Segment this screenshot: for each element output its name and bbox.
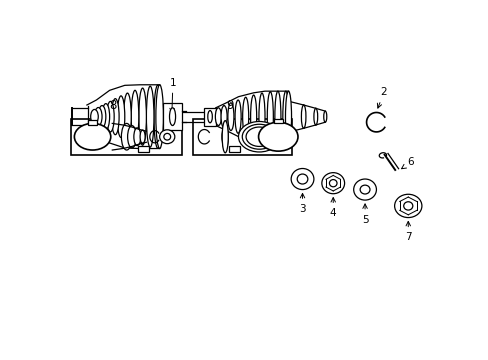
Bar (138, 146, 149, 152)
Ellipse shape (235, 100, 241, 133)
Ellipse shape (359, 185, 369, 194)
Circle shape (242, 124, 276, 149)
Ellipse shape (259, 93, 264, 140)
Text: 3: 3 (299, 193, 305, 214)
Ellipse shape (313, 108, 317, 125)
Ellipse shape (207, 111, 212, 123)
Ellipse shape (215, 108, 221, 126)
Text: 8: 8 (109, 99, 117, 112)
Bar (70, 120, 182, 156)
Circle shape (74, 123, 111, 150)
Text: 1: 1 (169, 77, 176, 113)
Bar (228, 146, 240, 152)
Ellipse shape (222, 124, 228, 149)
Text: 2: 2 (377, 87, 386, 108)
Ellipse shape (353, 179, 376, 200)
Ellipse shape (111, 99, 119, 135)
Ellipse shape (290, 168, 313, 190)
Ellipse shape (131, 90, 139, 143)
Ellipse shape (117, 96, 124, 138)
Bar (163, 103, 182, 130)
Ellipse shape (394, 194, 421, 217)
Ellipse shape (90, 109, 98, 124)
Text: 7: 7 (404, 221, 411, 242)
Ellipse shape (285, 91, 291, 142)
Circle shape (245, 127, 272, 147)
Ellipse shape (242, 97, 248, 136)
Ellipse shape (267, 92, 273, 141)
Ellipse shape (127, 126, 136, 148)
Ellipse shape (154, 85, 161, 148)
Ellipse shape (222, 128, 228, 145)
Text: 9: 9 (226, 99, 234, 112)
Ellipse shape (222, 121, 228, 153)
Circle shape (238, 121, 280, 152)
Ellipse shape (323, 111, 326, 122)
Bar (204, 108, 215, 126)
Ellipse shape (98, 105, 105, 128)
Ellipse shape (134, 128, 141, 145)
Ellipse shape (221, 105, 226, 128)
Ellipse shape (102, 104, 109, 130)
Ellipse shape (297, 174, 307, 184)
Ellipse shape (121, 123, 132, 150)
Ellipse shape (301, 105, 305, 128)
Text: 5: 5 (361, 204, 367, 225)
Ellipse shape (163, 134, 170, 140)
Ellipse shape (282, 91, 288, 142)
Ellipse shape (403, 202, 412, 210)
Ellipse shape (106, 102, 114, 132)
Ellipse shape (329, 180, 336, 187)
Bar (193, 120, 291, 156)
Text: 4: 4 (329, 198, 336, 218)
Ellipse shape (321, 173, 344, 194)
Ellipse shape (169, 108, 175, 126)
Circle shape (258, 122, 297, 151)
Ellipse shape (140, 130, 145, 143)
Ellipse shape (94, 108, 102, 126)
Ellipse shape (146, 86, 154, 147)
Text: 6: 6 (401, 157, 413, 169)
Ellipse shape (227, 103, 233, 131)
Bar (88, 120, 97, 125)
Ellipse shape (123, 93, 131, 140)
Ellipse shape (274, 91, 280, 142)
Ellipse shape (250, 95, 256, 138)
Ellipse shape (159, 130, 175, 144)
Ellipse shape (156, 85, 163, 149)
Ellipse shape (139, 88, 146, 145)
Bar (273, 119, 282, 123)
